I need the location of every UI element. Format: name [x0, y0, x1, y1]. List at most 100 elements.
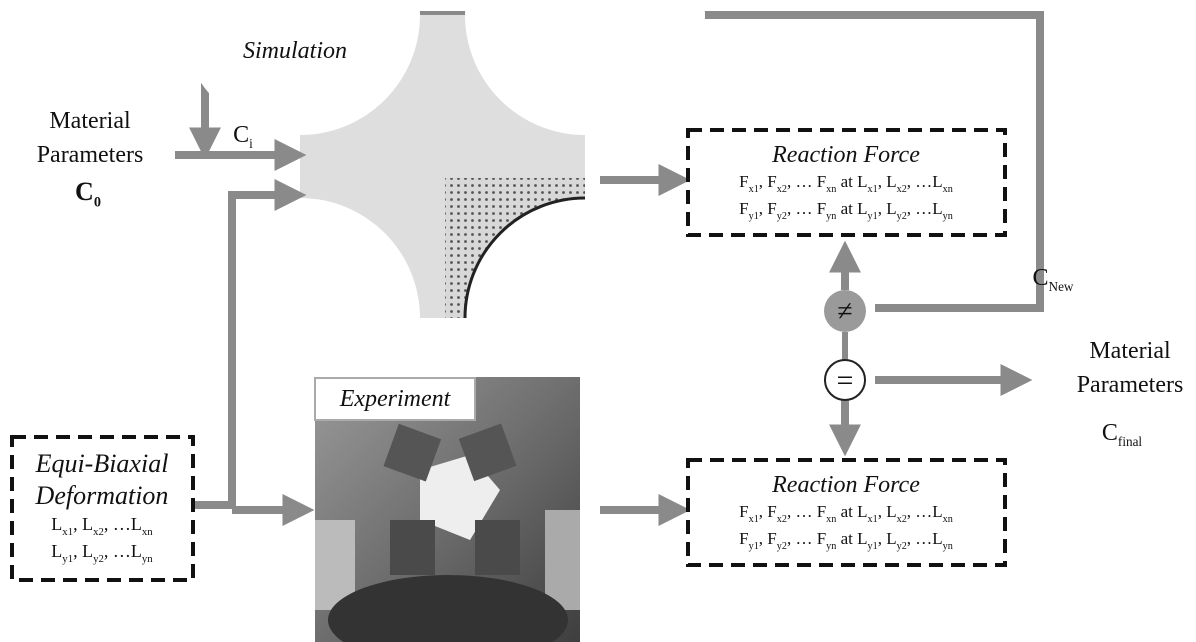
subscript: New [1049, 279, 1074, 294]
subscript: xn [943, 514, 953, 525]
text-part: L [51, 541, 62, 561]
not-equal-sign: ≠ [837, 296, 852, 327]
reaction-force-title: Reaction Force [771, 472, 920, 498]
specimen-model [180, 0, 705, 438]
text-part: , L [73, 514, 93, 534]
simulation-label: Simulation [243, 38, 347, 64]
subscript: xn [826, 514, 836, 525]
subscript: final [1118, 434, 1143, 449]
force-line: Fx1, Fx2, … Fxn at Lx1, Lx2, …Lxn [739, 172, 953, 195]
subscript: x2 [93, 526, 104, 538]
text-part: , …L [104, 514, 142, 534]
length-line: Ly1, Ly2, …Lyn [51, 541, 153, 565]
equal-sign: = [837, 364, 854, 397]
subscript: x1 [62, 526, 73, 538]
text-part: C [75, 177, 94, 206]
reaction-force-box [686, 458, 1007, 567]
output-label: Material [1089, 338, 1171, 364]
subscript: x1 [749, 514, 759, 525]
text-part: , L [878, 172, 897, 191]
deformation-title: Equi-Biaxial [35, 449, 169, 478]
subscript: yn [826, 211, 836, 222]
subscript: x1 [868, 184, 878, 195]
text-part: , …L [907, 502, 943, 521]
subscript: xn [826, 184, 836, 195]
text-part: C [1102, 420, 1118, 446]
reaction-force-title: Reaction Force [771, 142, 920, 168]
not-equal-node [824, 290, 866, 332]
subscript: x2 [777, 514, 787, 525]
length-line: Lx1, Lx2, …Lxn [51, 514, 153, 538]
force-line: Fy1, Fy2, … Fyn at Ly1, Ly2, …Lyn [739, 199, 953, 222]
subscript: y2 [777, 211, 787, 222]
symbol: Cfinal [1102, 420, 1143, 449]
arrow [193, 179, 307, 509]
text-part: , L [73, 541, 93, 561]
text-part: , …L [104, 541, 142, 561]
text-part: F [739, 172, 748, 191]
symbol: C0 [75, 177, 101, 211]
subscript: yn [943, 541, 953, 552]
subscript: x2 [897, 184, 907, 195]
text-part: , L [878, 199, 897, 218]
subscript: y2 [897, 211, 907, 222]
text-part: F [739, 199, 748, 218]
text-part: , L [878, 502, 897, 521]
equal-node [824, 359, 866, 401]
reaction-force-box [686, 128, 1007, 237]
text-part: , … F [787, 199, 826, 218]
text-part: , F [759, 502, 777, 521]
subscript: y2 [93, 553, 104, 565]
text-part: , … F [787, 502, 826, 521]
subscript: y1 [62, 553, 73, 565]
text-part: at L [836, 502, 867, 521]
subscript: xn [943, 184, 953, 195]
text-part: L [51, 514, 62, 534]
text-part: C [233, 122, 249, 148]
subscript: 0 [94, 195, 101, 211]
symbol: Ci [233, 122, 253, 151]
text-part: , F [759, 199, 777, 218]
subscript: x2 [777, 184, 787, 195]
text-part: , L [878, 529, 897, 548]
text-part: , …L [907, 529, 943, 548]
subscript: xn [142, 526, 153, 538]
subscript: y1 [868, 541, 878, 552]
subscript: yn [142, 553, 153, 565]
text-part: , F [759, 529, 777, 548]
symbol: CNew [1033, 265, 1074, 294]
subscript: y1 [749, 211, 759, 222]
subscript: x1 [749, 184, 759, 195]
text-part: at L [836, 199, 867, 218]
subscript: y2 [777, 541, 787, 552]
text-part: , … F [787, 172, 826, 191]
subscript: x1 [868, 514, 878, 525]
subscript: y1 [749, 541, 759, 552]
experiment-label: Experiment [339, 386, 452, 412]
deformation-box [10, 435, 195, 582]
text-part: , …L [907, 199, 943, 218]
text-part: , F [759, 172, 777, 191]
subscript: y2 [897, 541, 907, 552]
force-line: Fx1, Fx2, … Fxn at Lx1, Lx2, …Lxn [739, 502, 953, 525]
subscript: yn [826, 541, 836, 552]
subscript: yn [943, 211, 953, 222]
text-part: F [739, 502, 748, 521]
deformation-title: Deformation [35, 481, 169, 510]
force-line: Fy1, Fy2, … Fyn at Ly1, Ly2, …Lyn [739, 529, 953, 552]
text-part: C [1033, 265, 1049, 291]
input-label: Parameters [37, 142, 144, 168]
experiment-photo [315, 377, 580, 642]
text-part: at L [836, 529, 867, 548]
text-part: at L [836, 172, 867, 191]
subscript: y1 [868, 211, 878, 222]
input-label: Material [49, 108, 131, 134]
experiment-label-box [314, 377, 476, 421]
subscript: x2 [897, 514, 907, 525]
subscript: i [249, 136, 253, 151]
text-part: , … F [787, 529, 826, 548]
output-label: Parameters [1077, 372, 1184, 398]
text-part: F [739, 529, 748, 548]
